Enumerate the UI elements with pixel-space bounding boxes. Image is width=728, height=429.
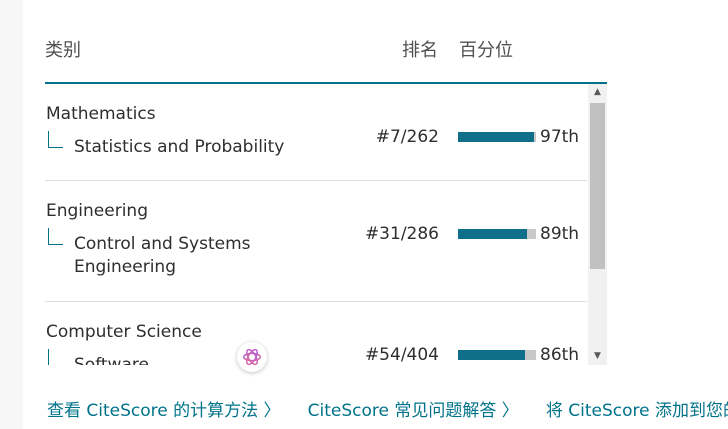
percentile-value: 97th [540, 127, 580, 147]
tree-connector [48, 228, 63, 245]
rank-value: #54/404 [364, 345, 439, 365]
percentile-bar-fill [458, 229, 528, 239]
percentile-bar-fill [458, 350, 526, 360]
scrollbar[interactable]: ▲ ▼ [588, 84, 607, 365]
percentile-value: 86th [540, 345, 580, 365]
percentile-bar-fill [458, 132, 534, 142]
subcategory-name: Statistics and Probability [74, 137, 285, 157]
percentile-value: 89th [540, 224, 580, 244]
link-add-citescore[interactable]: 将 CiteScore 添加到您的 [545, 401, 728, 420]
link-citescore-faq[interactable]: CiteScore 常见问题解答 〉 [307, 401, 519, 420]
subcategory-name: Software [74, 355, 149, 365]
column-header-rank: 排名 [402, 40, 438, 61]
ai-assistant-icon[interactable] [237, 342, 267, 372]
percentile-bar [458, 132, 536, 142]
chevron-up-icon[interactable]: ▲ [594, 87, 601, 97]
category-name: Engineering [46, 201, 148, 221]
percentile-bar [458, 229, 536, 239]
tree-connector [48, 349, 63, 365]
table-row: Mathematics Statistics and Probability #… [45, 84, 587, 181]
ai-assistant-glyph [243, 348, 261, 366]
rank-value: #31/286 [364, 224, 439, 244]
category-name: Computer Science [46, 322, 202, 342]
footer-links: 查看 CiteScore 的计算方法 〉 CiteScore 常见问题解答 〉 … [47, 396, 728, 420]
table-row: Computer Science Software #54/404 86th [45, 302, 587, 365]
category-name: Mathematics [46, 104, 156, 124]
tree-connector [48, 131, 63, 148]
scrollbar-thumb[interactable] [590, 103, 605, 269]
table-row: Engineering Control and Systems Engineer… [45, 181, 587, 302]
link-citescore-calculation[interactable]: 查看 CiteScore 的计算方法 〉 [47, 401, 281, 420]
subcategory-name: Control and Systems Engineering [74, 234, 251, 277]
citescore-panel [23, 0, 728, 429]
ranking-list[interactable]: Mathematics Statistics and Probability #… [45, 84, 607, 365]
column-header-category: 类别 [45, 40, 81, 61]
table-header: 类别 排名 百分位 [45, 0, 607, 84]
percentile-bar [458, 350, 536, 360]
column-header-percentile: 百分位 [459, 40, 513, 61]
rank-value: #7/262 [375, 127, 439, 147]
chevron-down-icon[interactable]: ▼ [594, 351, 601, 361]
